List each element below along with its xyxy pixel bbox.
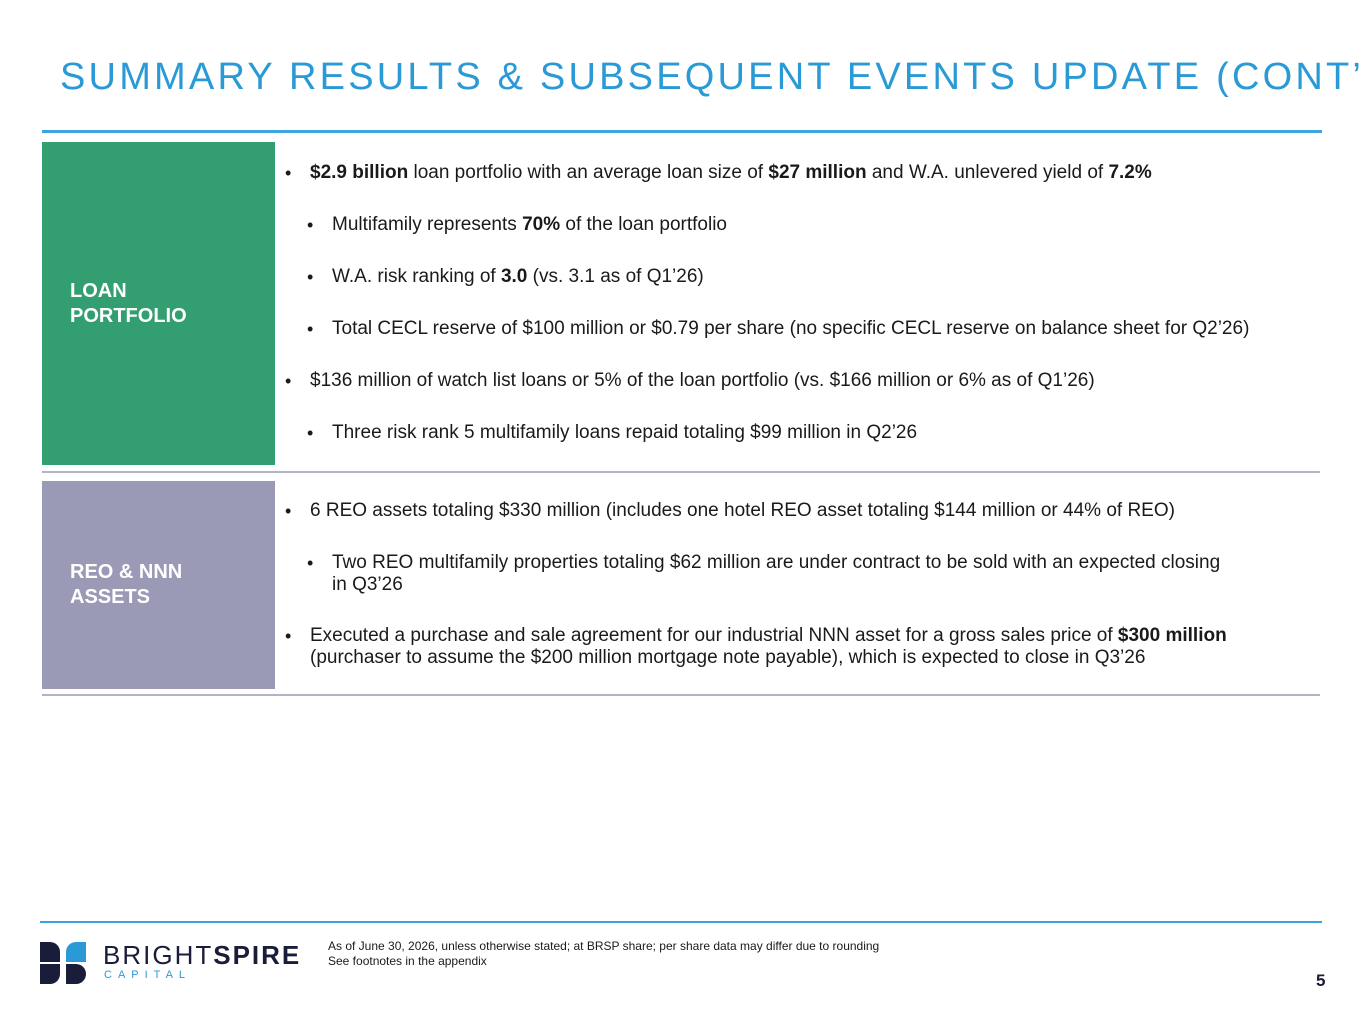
loan-subbullet-cecl-reserve: Total CECL reserve of $100 million or $0… — [307, 318, 1249, 340]
reo-bullet-nnn-sale: Executed a purchase and sale agreement f… — [285, 625, 1227, 669]
loan-bullet-watch-list: $136 million of watch list loans or 5% o… — [285, 370, 1095, 392]
loan-subbullet-risk-ranking: W.A. risk ranking of 3.0 (vs. 3.1 as of … — [307, 266, 704, 288]
footer-divider — [40, 921, 1322, 923]
loan-subbullet-repaid-loans: Three risk rank 5 multifamily loans repa… — [307, 422, 917, 444]
bullet-text: loan portfolio with an average loan size… — [408, 162, 769, 183]
footnote-line2: See footnotes in the appendix — [328, 954, 487, 968]
reo-subbullet-under-contract: Two REO multifamily properties totaling … — [307, 552, 1221, 596]
risk-ranking-value: 3.0 — [500, 266, 528, 287]
brightspire-mark-icon — [40, 942, 86, 984]
bullet-text: Multifamily represents — [332, 214, 523, 235]
page-title: SUMMARY RESULTS & SUBSEQUENT EVENTS UPDA… — [60, 56, 1365, 98]
reo-nnn-label-box: REO & NNN ASSETS — [42, 481, 275, 689]
loan-portfolio-label-box: LOAN PORTFOLIO — [42, 142, 275, 465]
footnote: As of June 30, 2026, unless otherwise st… — [328, 939, 879, 969]
page-number: 5 — [1316, 971, 1326, 990]
loan-portfolio-label-line1: LOAN — [70, 279, 127, 302]
reo-nnn-label-line1: REO & NNN — [70, 561, 183, 583]
loan-portfolio-divider — [42, 471, 1320, 473]
multifamily-share-value: 70% — [522, 214, 561, 235]
nnn-sale-line2: (purchaser to assume the $200 million mo… — [310, 647, 1146, 668]
logo-word-light: BRIGHT — [103, 940, 214, 970]
avg-loan-size-value: $27 million — [768, 162, 867, 183]
logo-wordmark: BRIGHTSPIRE — [103, 942, 301, 968]
bullet-text: (vs. 3.1 as of Q1’26) — [527, 266, 704, 287]
bullet-text: Executed a purchase and sale agreement f… — [310, 625, 1118, 646]
bullet-text: and W.A. unlevered yield of — [866, 162, 1109, 183]
loan-subbullet-multifamily: Multifamily represents 70% of the loan p… — [307, 214, 727, 236]
loan-portfolio-label: LOAN PORTFOLIO — [70, 279, 187, 329]
reo-nnn-label: REO & NNN ASSETS — [70, 560, 182, 610]
reo-bullet-assets: 6 REO assets totaling $330 million (incl… — [285, 500, 1175, 522]
reo-nnn-divider — [42, 694, 1320, 696]
reo-nnn-section: REO & NNN ASSETS 6 REO assets totaling $… — [42, 481, 1320, 697]
nnn-sale-line1: Executed a purchase and sale agreement f… — [310, 625, 1227, 647]
under-contract-line1: Two REO multifamily properties totaling … — [332, 552, 1221, 573]
bullet-text: W.A. risk ranking of — [332, 266, 501, 287]
under-contract-line2: in Q3’26 — [332, 574, 403, 595]
footnote-line1: As of June 30, 2026, unless otherwise st… — [328, 939, 880, 953]
reo-nnn-label-line2: ASSETS — [70, 586, 151, 608]
logo-word-bold: SPIRE — [213, 940, 302, 970]
title-divider — [42, 130, 1322, 133]
yield-value: 7.2% — [1108, 162, 1152, 183]
logo-subtitle: CAPITAL — [104, 969, 192, 981]
loan-bullet-portfolio-size: $2.9 billion loan portfolio with an aver… — [285, 162, 1152, 184]
portfolio-size-value: $2.9 billion — [310, 162, 409, 183]
sale-price-value: $300 million — [1117, 625, 1227, 646]
brightspire-logo: BRIGHTSPIRE CAPITAL — [40, 942, 300, 984]
loan-portfolio-label-line2: PORTFOLIO — [70, 304, 187, 327]
loan-portfolio-section: LOAN PORTFOLIO $2.9 billion loan portfol… — [42, 142, 1320, 474]
bullet-text: of the loan portfolio — [560, 214, 727, 235]
